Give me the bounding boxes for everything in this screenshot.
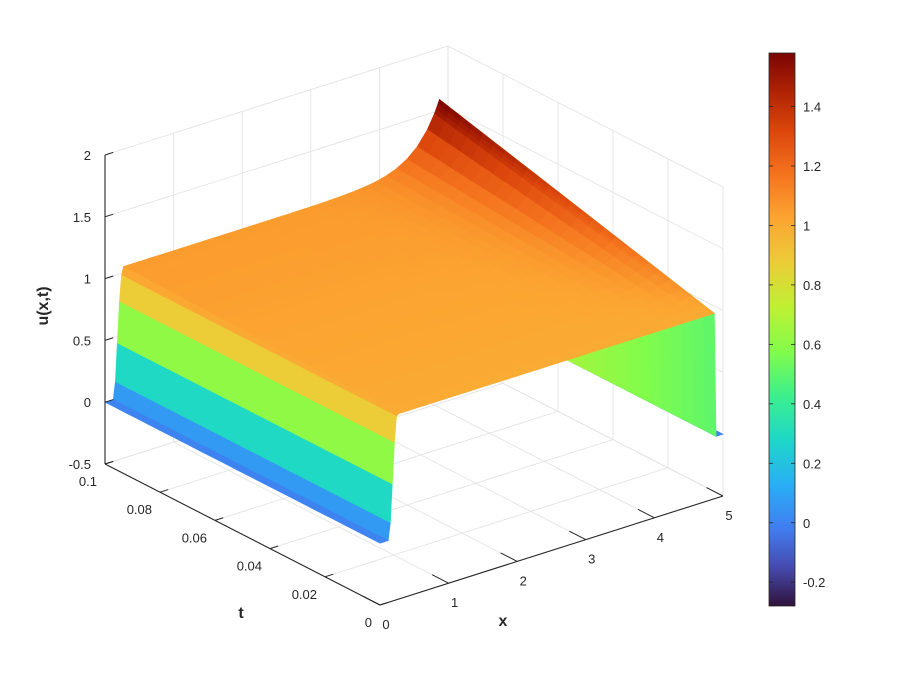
colorbar-tick-label: 0.4 [803, 397, 821, 412]
tick-labels: 0 1 2 3 4 5 0 0.02 0.04 0.06 0.08 0.1 -0.5 0 0.5 1 1.5 2 [69, 148, 733, 632]
z-tick [104, 399, 114, 403]
x-tick-label: 5 [725, 508, 732, 523]
x-tick [706, 487, 724, 497]
grid-line [173, 441, 449, 584]
x-tick [431, 574, 449, 584]
t-tick-label: 0.06 [182, 530, 207, 545]
t-tick-label: 0.08 [127, 502, 152, 517]
x-tick-label: 3 [588, 552, 595, 567]
surface-patch [703, 304, 717, 437]
grid-line [104, 45, 449, 156]
colorbar: -0.2 0 0.2 0.4 0.6 0.8 1 1.2 1.4 [768, 52, 825, 607]
z-tick-label: 2 [84, 148, 91, 163]
z-axis-label: u(x,t) [35, 286, 52, 325]
colorbar-gradient [768, 52, 796, 607]
t-tick-label: 0 [365, 615, 372, 630]
grid-line [447, 45, 724, 188]
t-tick [159, 489, 169, 493]
colorbar-tick-label: 1 [803, 218, 810, 233]
x-tick-label: 2 [520, 573, 527, 588]
colorbar-tick-label: 1.2 [803, 159, 821, 174]
x-tick-label: 0 [382, 617, 389, 632]
colorbar-tick-label: 0 [803, 516, 810, 531]
grid-line [269, 439, 614, 549]
grid-line [447, 107, 724, 250]
z-tick-label: -0.5 [69, 457, 91, 472]
z-tick [104, 460, 114, 465]
z-tick [104, 151, 114, 156]
surface-patch [368, 536, 383, 544]
colorbar-tick-label: 1.4 [803, 100, 821, 115]
x-tick [363, 596, 381, 606]
x-axis-label: x [499, 613, 508, 630]
t-tick-label: 0.02 [292, 587, 317, 602]
x-tick-label: 4 [657, 530, 664, 545]
surface [104, 98, 724, 544]
t-axis-line [104, 463, 381, 606]
z-tick-label: 0.5 [73, 333, 91, 348]
z-tick-label: 1.5 [73, 210, 91, 225]
z-tick-label: 0 [84, 395, 91, 410]
t-tick-label: 0.04 [237, 559, 262, 574]
z-tick-label: 1 [84, 272, 91, 287]
colorbar-tick-label: 0.2 [803, 456, 821, 471]
x-tick-label: 1 [451, 595, 458, 610]
colorbar-tick-label: 0.8 [803, 278, 821, 293]
surface-patch [380, 436, 395, 486]
grid-line [104, 107, 449, 218]
z-tick [104, 337, 114, 341]
t-axis-label: t [238, 605, 244, 622]
t-tick-label: 0.1 [79, 474, 97, 489]
x-axis-line [379, 495, 724, 606]
colorbar-ticks: -0.2 0 0.2 0.4 0.6 0.8 1 1.2 1.4 [769, 100, 825, 590]
t-tick [214, 517, 224, 521]
t-tick [269, 545, 279, 550]
x-tick [500, 552, 518, 562]
grid-line [324, 467, 669, 578]
z-tick [104, 213, 114, 218]
t-tick [379, 601, 389, 606]
x-tick [637, 508, 655, 519]
axes-box [104, 151, 724, 606]
x-tick [569, 530, 587, 541]
t-tick [324, 573, 334, 578]
colorbar-tick-label: 0.6 [803, 337, 821, 352]
colorbar-tick-label: -0.2 [803, 575, 825, 590]
surface-patch [378, 478, 393, 524]
z-tick [104, 275, 114, 280]
